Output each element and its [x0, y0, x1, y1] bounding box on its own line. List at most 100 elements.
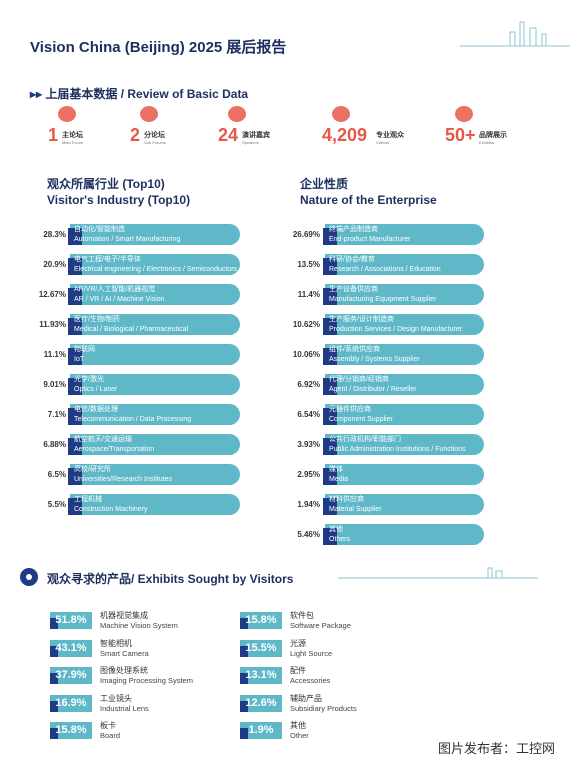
label-en: Optics / Laser [74, 386, 118, 393]
stat-icon [140, 106, 158, 122]
label-en: Smart Camera [100, 648, 149, 658]
percentage: 12.67% [38, 290, 66, 299]
section-title-text: 上届基本数据 / Review of Basic Data [45, 87, 249, 101]
stat-icon [455, 106, 473, 122]
label-cn: AR/VR/人工智能/机器视觉 [74, 286, 156, 293]
label-en: Aerospace/Transportation [74, 446, 155, 453]
label-en: Other [290, 731, 309, 740]
label-cn: 医疗/生物/制药 [74, 316, 120, 323]
label-cn: 工业镜头 [100, 693, 132, 703]
bar-accent [323, 468, 337, 485]
label-en: End-product Manufacturer [329, 236, 411, 243]
bar [70, 404, 240, 425]
label-en: Assembly / Systems Supplier [329, 356, 420, 363]
label-en: Others [329, 536, 351, 543]
percentage: 6.54% [297, 410, 320, 419]
percentage: 51.8% [55, 614, 87, 626]
label-en: Research / Associations / Education [329, 266, 441, 273]
bar-accent [323, 528, 337, 545]
bar-accent [323, 348, 337, 365]
percent-box-accent [50, 645, 58, 657]
stat-en: Main Forum [62, 140, 84, 145]
percentage: 6.88% [43, 440, 66, 449]
label-cn: 其他 [290, 721, 306, 730]
percentage: 15.8% [55, 724, 87, 736]
bar-accent [323, 288, 337, 305]
bar [325, 494, 484, 515]
label-cn: 配件 [290, 666, 306, 675]
label-en: Subsidiary Products [290, 703, 357, 713]
label-cn: 图像处理系统 [100, 666, 148, 675]
label-cn: 元器件供应商 [329, 406, 371, 413]
bar [70, 284, 240, 305]
label-en: Telecommunication / Data Processing [74, 416, 192, 423]
label-cn: 公共行政机构/职能部门 [329, 436, 401, 443]
bar-accent [68, 468, 82, 485]
bar-accent [68, 378, 82, 395]
label-cn: 其他 [329, 526, 343, 533]
percentage: 13.5% [297, 260, 320, 269]
percentage: 15.5% [245, 641, 277, 654]
stat-icon [228, 106, 246, 122]
title-cn: 企业性质 [300, 177, 349, 191]
stat-number: 4,209 [322, 125, 368, 145]
bar [70, 254, 240, 275]
label-en: Medical / Biological / Pharmaceutical [74, 326, 188, 333]
bar [325, 404, 484, 425]
percentage: 5.46% [297, 530, 320, 539]
column-title: 观众所属行业 (Top10) Visitor's Industry (Top10) [47, 176, 190, 208]
bar [70, 464, 240, 485]
bar [325, 524, 484, 545]
percentage: 12.6% [245, 696, 277, 709]
label-cn: 工程机械 [74, 496, 102, 503]
percentage: 9.01% [43, 380, 66, 389]
percentage: 37.9% [55, 669, 87, 681]
percentage: 11.93% [39, 320, 66, 329]
label-cn: 高校/研究所 [74, 466, 111, 473]
section-deco [20, 567, 538, 586]
label-cn: 科研/协会/教育 [329, 256, 375, 263]
percentage: 20.9% [43, 260, 66, 269]
percent-box [50, 667, 92, 684]
percent-box-accent [50, 728, 58, 739]
percent-box-accent [50, 618, 58, 629]
percentage: 10.06% [292, 350, 320, 359]
label-cn: 板卡 [100, 721, 116, 730]
percent-box [240, 722, 282, 739]
label-en: AR / VR / AI / Machine Vision [74, 296, 165, 303]
percentage: 43.1% [55, 641, 87, 654]
percent-box [240, 694, 282, 712]
percentage: 11.1% [43, 350, 66, 359]
bar [325, 314, 484, 335]
percentage: 5.5% [47, 500, 66, 509]
stat-number: 1 [48, 125, 59, 145]
bar [70, 314, 240, 335]
bar-accent [68, 348, 82, 365]
percent-box-accent [240, 645, 248, 657]
label-en: Electrical engineering / Electronics / S… [74, 266, 238, 273]
percent-box [50, 694, 92, 712]
label-cn: 辅助产品 [290, 693, 322, 703]
bar-accent [323, 318, 337, 335]
label-en: Public Administration Institutions / Fun… [329, 446, 466, 453]
bar-accent [68, 258, 82, 275]
percentage: 7.1% [47, 410, 66, 419]
label-cn: 组件/系统供应商 [329, 346, 380, 353]
title-en: Visitor's Industry (Top10) [47, 193, 191, 207]
stat-number: 24 [218, 125, 239, 145]
label-cn: 光源 [290, 638, 306, 648]
percentage: 6.5% [47, 470, 66, 479]
column-title: 企业性质 Nature of the Enterprise [300, 176, 437, 208]
percentage: 13.1% [245, 669, 277, 681]
stat-cn: 品牌展示 [479, 132, 507, 139]
percentage: 15.8% [245, 614, 277, 626]
percent-box [50, 612, 92, 629]
bar-accent [68, 228, 82, 245]
percentage: 16.9% [55, 696, 87, 709]
percentage: 11.4% [297, 290, 320, 299]
label-cn: 生产服务/设计制造商 [329, 316, 394, 323]
label-cn: 自动化/智能制造 [74, 226, 125, 233]
percentage: 1.9% [248, 724, 274, 736]
bar [325, 464, 484, 485]
credit: 图片发布者：工控网 [438, 741, 556, 756]
